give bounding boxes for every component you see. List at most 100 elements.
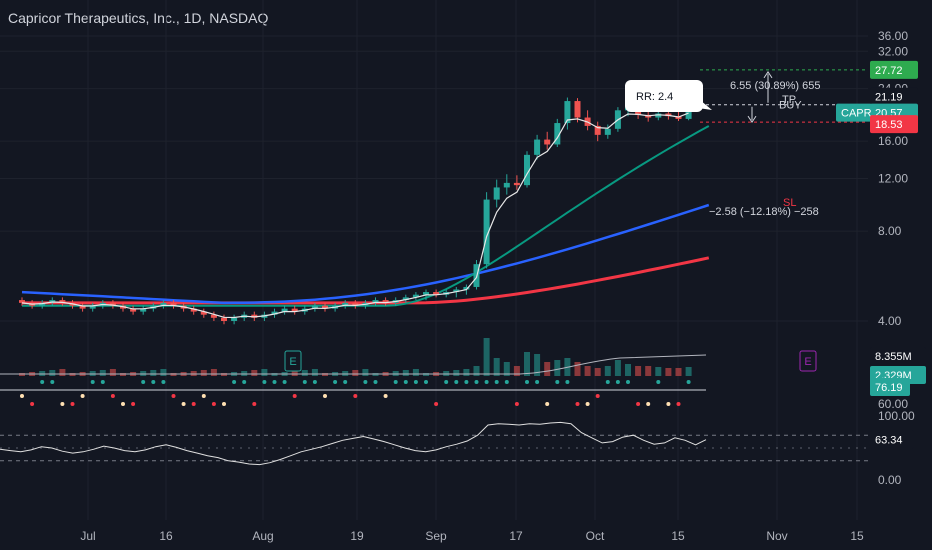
volume-bar	[645, 366, 652, 376]
stoch-dot	[211, 402, 216, 406]
stoch-dot	[403, 380, 408, 384]
stoch-dot	[302, 380, 307, 384]
stoch-dot	[262, 380, 267, 384]
time-tick-label: 15	[671, 529, 685, 543]
volume-bar	[473, 366, 480, 376]
stoch-dot	[242, 380, 247, 384]
stoch-dot	[444, 380, 449, 384]
stoch-dot	[585, 402, 590, 406]
tp-text: 6.55 (30.89%) 655	[730, 80, 821, 92]
candle-body	[342, 302, 349, 306]
volume-bar	[210, 369, 217, 376]
volume-bar	[614, 360, 621, 376]
candle-body	[221, 317, 227, 321]
rsi-axis-top: 100.00	[878, 409, 915, 423]
stoch-dot	[191, 402, 196, 406]
stoch-dot	[555, 380, 560, 384]
volume-bar	[534, 354, 541, 376]
stoch-dot	[413, 380, 418, 384]
candle-body	[402, 297, 409, 301]
candle-body	[513, 182, 520, 186]
time-tick-label: 19	[350, 529, 364, 543]
stoch-dot	[494, 380, 499, 384]
rr-callout	[625, 80, 703, 112]
volume-bar	[200, 370, 207, 376]
stoch-dot	[201, 394, 206, 398]
volume-bar	[99, 370, 106, 376]
stoch-dot	[232, 380, 237, 384]
price-tick-label: 4.00	[878, 314, 902, 328]
volume-bar	[524, 352, 530, 376]
rsi-line	[0, 421, 707, 466]
time-tick-label: Aug	[252, 529, 273, 543]
stoch-dot	[373, 380, 378, 384]
time-tick-label: 16	[159, 529, 173, 543]
candle-body	[483, 199, 490, 265]
candle-body	[453, 289, 460, 293]
stoch-dot	[464, 380, 469, 384]
volume-bar	[594, 368, 601, 376]
candle-body	[200, 311, 207, 315]
candle-body	[493, 187, 500, 200]
stoch-dot	[424, 380, 428, 384]
candle-body	[554, 123, 561, 145]
volume-bar	[544, 362, 551, 376]
stoch-dot	[676, 402, 681, 406]
stoch-dot	[646, 402, 651, 406]
stoch-dot	[363, 380, 368, 384]
stoch-dot	[171, 394, 176, 398]
candle-body	[574, 101, 581, 118]
stoch-dot	[90, 380, 95, 384]
candle-body	[140, 308, 147, 312]
stoch-dot	[383, 394, 388, 398]
candle-body	[534, 139, 541, 155]
candle-body	[685, 108, 692, 119]
candle-body	[423, 292, 429, 295]
volume-bar	[412, 369, 419, 376]
stoch-dot	[504, 380, 509, 384]
candle-body	[655, 113, 662, 118]
sl-text: −2.58 (−12.18%) −258	[709, 206, 819, 218]
sl-arrow-head	[747, 115, 757, 124]
stoch-dot	[636, 402, 641, 406]
candle-body	[544, 139, 551, 145]
stoch-dot	[151, 380, 156, 384]
stoch-dot	[595, 394, 600, 398]
rsi-badge-bg	[870, 430, 914, 449]
volume-bar	[604, 366, 611, 376]
stoch-dot	[605, 380, 610, 384]
volume-bar	[251, 370, 258, 376]
volume-bar	[453, 370, 460, 376]
symbol-badge: CAPR	[841, 108, 872, 120]
stoch-dot	[181, 402, 186, 406]
stoch-dot	[484, 380, 489, 384]
volume-bar	[493, 358, 500, 376]
stoch-dot	[474, 380, 479, 384]
candle-body	[89, 305, 96, 309]
ma-blue-line	[21, 203, 710, 305]
time-tick-label: 17	[509, 529, 523, 543]
candle-body	[39, 302, 46, 306]
stoch-dot	[615, 380, 620, 384]
candle-body	[412, 294, 419, 298]
earnings-marker-label: E	[804, 356, 811, 368]
volume-bar	[301, 370, 308, 376]
candle-body	[382, 300, 389, 303]
stoch-dot	[343, 380, 348, 384]
rsi-axis-bottom: 0.00	[878, 473, 902, 487]
stoch-dot	[100, 380, 105, 384]
candle-body	[463, 286, 470, 290]
earnings-marker-label: E	[289, 356, 296, 368]
volume-ma-line	[0, 354, 707, 375]
stoch-dot	[141, 380, 146, 384]
stoch-dot	[30, 402, 35, 406]
volume-bar	[685, 367, 692, 376]
earnings-marker	[284, 350, 302, 372]
stoch-dot	[535, 380, 540, 384]
candle-body	[170, 302, 177, 306]
volume-bar	[574, 362, 581, 376]
volume-bar	[554, 360, 561, 376]
stoch-dot	[20, 394, 24, 398]
stoch-dot	[545, 402, 550, 406]
